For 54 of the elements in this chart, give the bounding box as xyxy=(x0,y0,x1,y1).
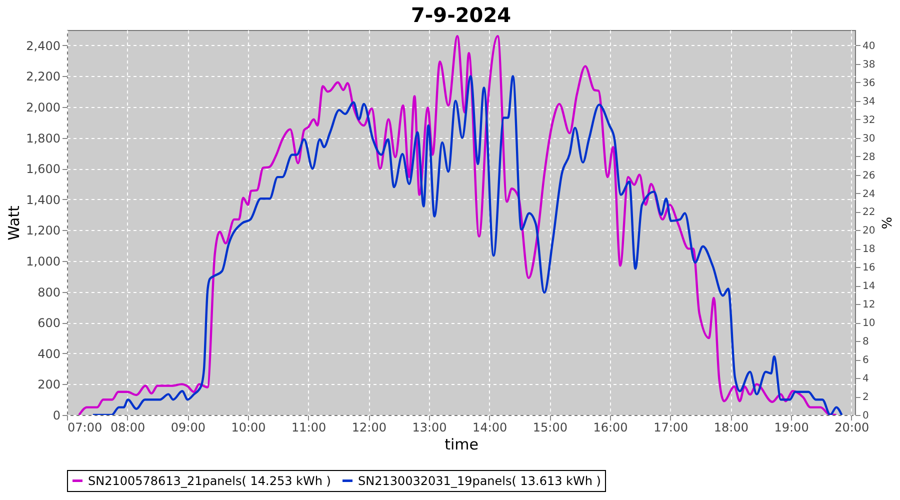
y2-tick-label: 0 xyxy=(862,410,869,422)
y2-tick-label: 38 xyxy=(862,59,876,70)
y-tick-label: 2,000 xyxy=(26,100,60,114)
y2-tick-label: 8 xyxy=(862,336,869,348)
x-axis-title: time xyxy=(444,436,478,454)
y2-tick-label: 2 xyxy=(862,392,869,404)
y-tick-label: 1,200 xyxy=(26,224,60,238)
y-tick-label: 800 xyxy=(38,285,60,300)
x-tick-label: 16:00 xyxy=(593,420,628,434)
x-tick-label: 15:00 xyxy=(532,420,568,434)
x-tick-label: 11:00 xyxy=(292,420,326,434)
y2-tick-label: 24 xyxy=(862,188,876,200)
y-tick-label: 1,800 xyxy=(26,131,60,146)
x-tick-label: 17:00 xyxy=(654,420,688,434)
y2-tick-label: 32 xyxy=(862,114,876,126)
x-tick-label: 07:00 xyxy=(68,420,102,434)
y2-axis-title: % xyxy=(878,216,894,230)
y-axis-title: Watt xyxy=(5,205,24,240)
y-tick-label: 200 xyxy=(38,378,60,392)
y2-tick-label: 12 xyxy=(862,300,876,311)
y-tick-label: 2,200 xyxy=(26,70,60,84)
y-tick-label: 2,400 xyxy=(26,38,60,53)
legend-label: SN2130032031_19panels( 13.613 kWh ) xyxy=(358,474,601,488)
y-tick-label: 1,600 xyxy=(26,162,60,176)
y2-tick-label: 4 xyxy=(862,374,869,385)
y2-tick-label: 10 xyxy=(862,318,876,330)
x-tick-label: 18:00 xyxy=(714,420,749,434)
y2-tick-label: 20 xyxy=(862,226,876,237)
legend-label: SN2100578613_21panels( 14.253 kWh ) xyxy=(88,474,331,488)
y2-tick-label: 34 xyxy=(862,96,876,108)
y-tick-label: 600 xyxy=(38,316,60,330)
x-tick-label: 20:00 xyxy=(834,420,870,434)
x-tick-label: 09:00 xyxy=(170,420,206,434)
y-tick-label: 400 xyxy=(38,346,60,361)
y-tick-label: 1,000 xyxy=(26,254,60,268)
x-tick-label: 19:00 xyxy=(774,420,809,434)
y2-tick-label: 36 xyxy=(862,78,876,89)
y2-tick-label: 14 xyxy=(862,281,876,292)
y-tick-label: 1,400 xyxy=(26,192,60,207)
y2-tick-label: 16 xyxy=(862,262,876,274)
y2-tick-label: 40 xyxy=(862,40,876,52)
x-tick-label: 13:00 xyxy=(412,420,447,434)
y2-tick-label: 28 xyxy=(862,152,876,163)
y2-tick-label: 22 xyxy=(862,207,876,218)
y2-tick-label: 6 xyxy=(862,355,869,366)
y2-tick-label: 30 xyxy=(862,133,876,144)
x-tick-label: 10:00 xyxy=(231,420,266,434)
x-tick-label: 12:00 xyxy=(352,420,386,434)
y2-tick-label: 26 xyxy=(862,170,876,182)
x-tick-label: 14:00 xyxy=(472,420,508,434)
chart-title: 7-9-2024 xyxy=(410,3,512,27)
y2-tick-label: 18 xyxy=(862,244,876,256)
y-tick-label: 0 xyxy=(52,408,60,422)
x-tick-label: 08:00 xyxy=(110,420,146,434)
